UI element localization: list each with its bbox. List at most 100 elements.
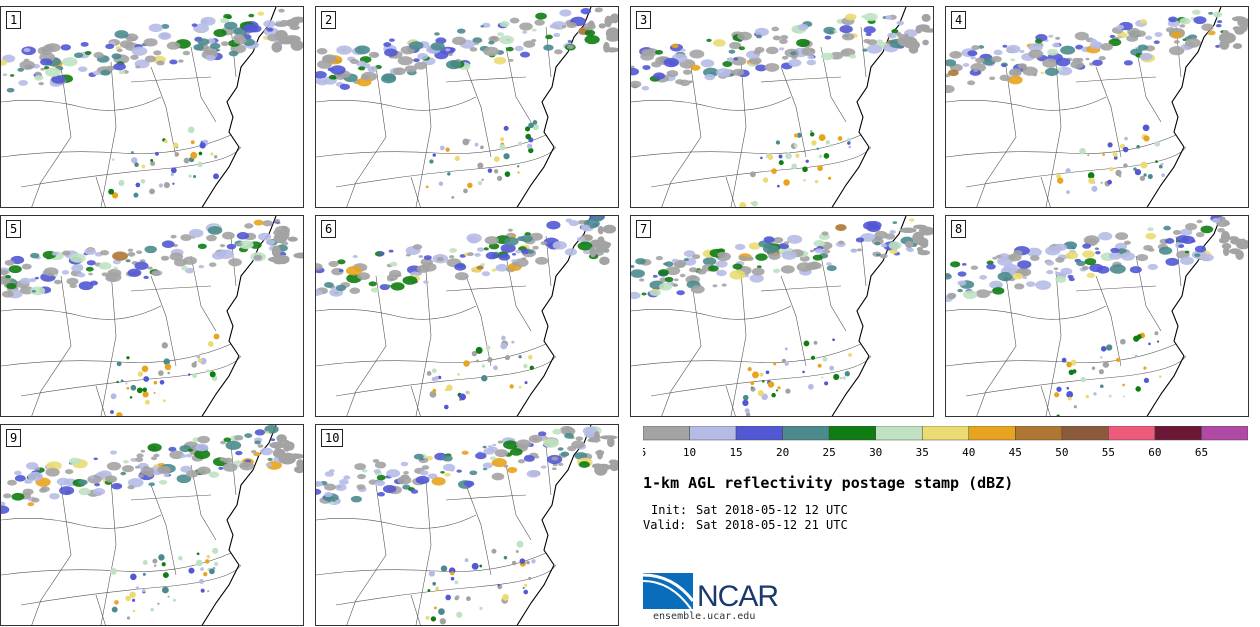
- echo: [746, 256, 754, 261]
- echo: [235, 450, 243, 456]
- echo: [419, 470, 429, 476]
- echo-south: [509, 384, 514, 389]
- echo: [161, 24, 170, 29]
- echo: [236, 232, 250, 240]
- echo: [226, 15, 232, 20]
- echo-south: [487, 168, 493, 173]
- echo-south: [501, 335, 506, 341]
- echo-south: [118, 179, 125, 187]
- echo-south: [1087, 172, 1095, 179]
- echo: [732, 263, 743, 270]
- echo: [993, 49, 1003, 56]
- echo: [250, 450, 257, 454]
- echo: [45, 467, 60, 477]
- member-panel-5: 5: [0, 215, 304, 417]
- echo-south: [126, 356, 130, 360]
- echo: [768, 252, 781, 260]
- echo: [1094, 247, 1100, 250]
- echo: [368, 281, 377, 287]
- echo: [780, 34, 789, 40]
- echo: [1168, 16, 1178, 23]
- echo: [93, 52, 104, 59]
- echo-light: [594, 464, 608, 476]
- echo: [863, 26, 876, 34]
- echo-south: [126, 616, 131, 620]
- echo: [148, 23, 163, 33]
- echo: [474, 42, 479, 46]
- echo-light: [271, 41, 283, 53]
- echo-south: [110, 567, 117, 575]
- echo-south: [471, 562, 479, 570]
- echo: [221, 231, 235, 240]
- echo: [528, 434, 543, 444]
- echo: [416, 264, 431, 273]
- echo-south: [433, 606, 437, 610]
- echo: [110, 450, 117, 455]
- echo: [558, 462, 564, 467]
- echo-south: [1099, 384, 1104, 389]
- echo-south: [199, 578, 204, 584]
- echo: [535, 256, 549, 265]
- echo: [1178, 244, 1185, 248]
- echo-light: [285, 19, 296, 24]
- echo: [1083, 235, 1100, 245]
- echo: [830, 51, 843, 60]
- echo: [1196, 219, 1203, 224]
- echo: [1123, 60, 1133, 66]
- echo: [99, 249, 109, 256]
- echo: [469, 470, 478, 476]
- map-8: [946, 216, 1248, 416]
- echo: [116, 48, 123, 53]
- state-boundary-5: [1135, 255, 1162, 332]
- echo: [113, 266, 118, 270]
- echo-south: [526, 143, 533, 149]
- echo: [1147, 227, 1154, 232]
- echo-south: [1143, 377, 1150, 384]
- echo: [584, 29, 596, 36]
- echo-light: [598, 23, 606, 29]
- echo-south: [767, 154, 774, 160]
- echo: [373, 53, 379, 58]
- echo-south: [528, 147, 534, 154]
- echo: [129, 37, 137, 42]
- echo: [1055, 36, 1061, 40]
- echo: [356, 484, 366, 490]
- echo: [1055, 276, 1067, 283]
- echo-south: [428, 570, 436, 577]
- state-boundary-0: [316, 343, 547, 367]
- echo-south: [194, 361, 197, 364]
- echo: [1165, 257, 1179, 266]
- echo: [469, 47, 478, 52]
- echo: [208, 262, 217, 267]
- echo-south: [1080, 376, 1087, 383]
- echo-south: [1120, 338, 1126, 345]
- echo: [156, 60, 165, 66]
- echo: [659, 282, 673, 291]
- echo-south: [844, 371, 850, 377]
- state-boundary-1: [335, 564, 557, 606]
- echo: [1002, 44, 1008, 48]
- echo: [144, 55, 157, 63]
- echo: [442, 463, 456, 472]
- echo: [98, 262, 112, 270]
- echo: [1046, 269, 1054, 275]
- echo: [824, 35, 832, 40]
- echo-south: [193, 174, 197, 179]
- echo-south: [141, 365, 149, 373]
- state-boundary-6: [1, 305, 162, 320]
- echo: [1040, 71, 1045, 75]
- echo: [402, 275, 418, 285]
- echo: [6, 87, 15, 93]
- echo: [442, 455, 453, 462]
- echo: [185, 453, 193, 458]
- echo: [207, 226, 223, 235]
- member-label-2: 2: [321, 11, 337, 29]
- echo-south: [795, 153, 800, 158]
- echo: [991, 55, 1002, 63]
- echo: [456, 469, 462, 473]
- echo-south: [195, 559, 203, 567]
- echo-light: [919, 240, 929, 249]
- colorbar: 5 10 15 20 25 30 35 40 45 50 55 60 65: [643, 426, 1248, 459]
- echo: [1137, 44, 1149, 51]
- echo-south: [1154, 331, 1159, 336]
